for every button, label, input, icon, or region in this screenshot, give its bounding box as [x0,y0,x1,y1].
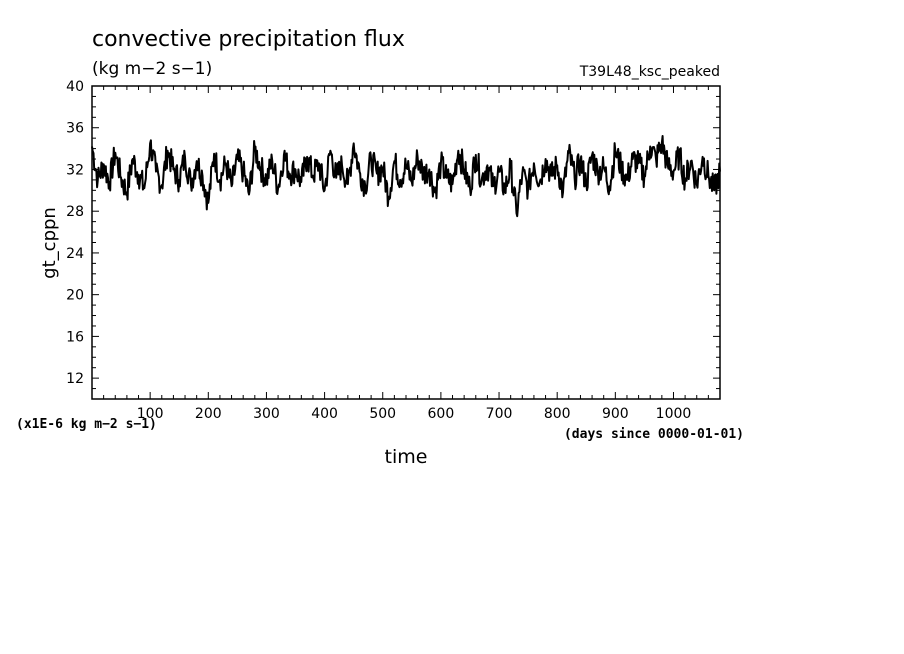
y-tick-label: 28 [66,204,84,220]
chart-units: (kg m−2 s−1) [92,59,212,79]
x-tick-label: 900 [602,406,629,422]
y-tick-label: 32 [66,162,84,178]
x-tick-label: 1000 [656,406,692,422]
y-axis-ticks: 12 16 20 24 28 32 36 40 [66,79,720,390]
series-line-gt-cppn [91,135,721,218]
y-tick-label: 12 [66,371,84,387]
x-tick-label: 700 [486,406,513,422]
plot-frame [91,85,721,400]
x-tick-label: 300 [253,406,280,422]
x-tick-label: 800 [544,406,571,422]
y-tick-label: 24 [66,246,84,262]
y-tick-label: 40 [66,79,84,95]
x-axis-label: time [385,446,428,468]
x-tick-label: 200 [195,406,222,422]
y-tick-label: 20 [66,288,84,304]
x-tick-label: 500 [369,406,396,422]
y-axis-label: gt_cppn [39,207,60,279]
x-axis-ticks: 100 200 300 400 500 600 700 800 900 1000 [103,86,709,422]
y-tick-label: 36 [66,121,84,137]
chart-title: convective precipitation flux [92,27,405,52]
y-scale-note: (x1E-6 kg m−2 s−1) [16,417,157,432]
x-tick-label: 400 [311,406,338,422]
experiment-label: T39L48_ksc_peaked [579,64,720,80]
x-tick-label: 600 [428,406,455,422]
x-tick-label: 100 [137,406,164,422]
x-units-label: (days since 0000-01-01) [564,427,744,442]
y-tick-label: 16 [66,329,84,345]
